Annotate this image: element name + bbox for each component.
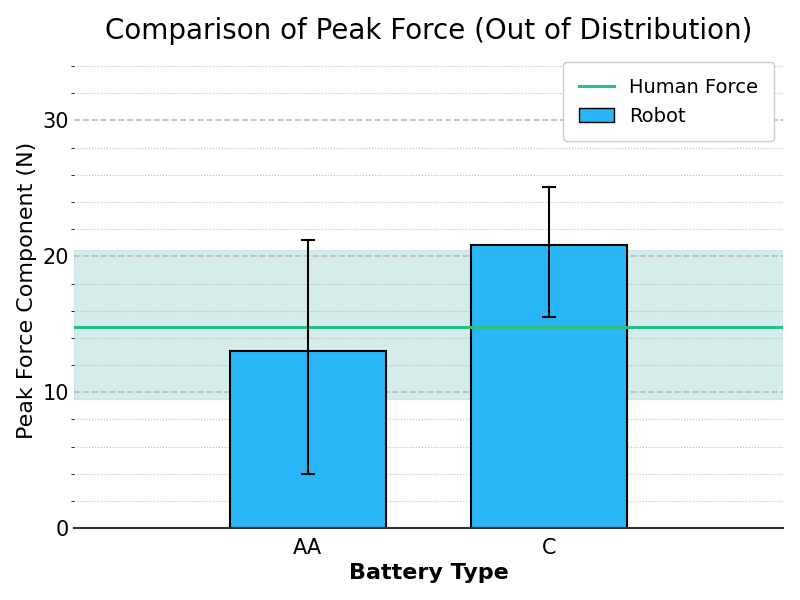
Y-axis label: Peak Force Component (N): Peak Force Component (N) xyxy=(17,142,37,439)
Bar xyxy=(471,245,627,528)
Bar xyxy=(74,250,783,399)
Title: Comparison of Peak Force (Out of Distribution): Comparison of Peak Force (Out of Distrib… xyxy=(105,17,752,44)
Bar xyxy=(230,352,386,528)
X-axis label: Battery Type: Battery Type xyxy=(349,563,508,583)
Legend: Human Force, Robot: Human Force, Robot xyxy=(563,62,774,141)
